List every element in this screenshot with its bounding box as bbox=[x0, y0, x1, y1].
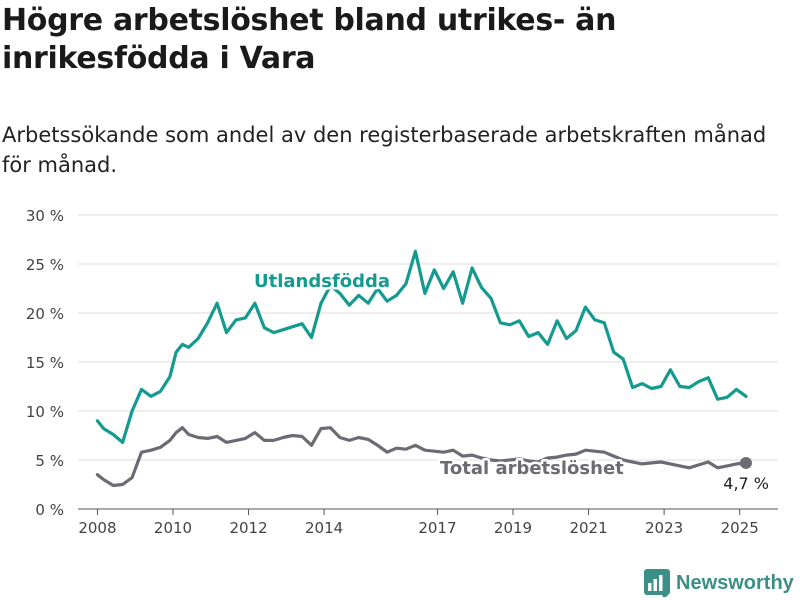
x-tick-label: 2012 bbox=[229, 519, 267, 537]
x-tick-label: 2025 bbox=[721, 519, 759, 537]
x-axis: 2008 2010 2012 2014 2017 2019 2021 2023 2025 bbox=[78, 509, 759, 537]
y-tick-label: 0 % bbox=[35, 501, 64, 519]
brand-name: Newsworthy bbox=[676, 571, 794, 594]
chart-title: Högre arbetslöshet bland utrikes- än inr… bbox=[2, 3, 617, 76]
y-tick-label: 10 % bbox=[26, 403, 64, 421]
y-tick-label: 5 % bbox=[35, 452, 64, 470]
brand-logo: Newsworthy bbox=[644, 568, 794, 598]
series-labels: Utlandsfödda Total arbetslöshet 4,7 % bbox=[252, 269, 772, 496]
x-tick-label: 2017 bbox=[418, 519, 456, 537]
y-axis: 0 % 5 % 10 % 15 % 20 % 25 % 30 % bbox=[26, 207, 64, 519]
x-tick-label: 2014 bbox=[305, 519, 343, 537]
y-tick-label: 25 % bbox=[26, 256, 64, 274]
series-layer bbox=[95, 249, 748, 488]
y-tick-label: 20 % bbox=[26, 305, 64, 323]
end-value-label: 4,7 % bbox=[723, 474, 769, 493]
series-line-total bbox=[95, 426, 748, 488]
newsworthy-logo-icon bbox=[644, 569, 670, 597]
y-tick-label: 30 % bbox=[26, 207, 64, 225]
x-tick-label: 2019 bbox=[494, 519, 532, 537]
chart-subtitle: Arbetssökande som andel av den registerb… bbox=[2, 123, 767, 177]
x-tick-label: 2021 bbox=[569, 519, 607, 537]
x-tick-label: 2023 bbox=[645, 519, 683, 537]
x-tick-label: 2008 bbox=[78, 519, 116, 537]
x-tick-label: 2010 bbox=[154, 519, 192, 537]
end-point-marker bbox=[739, 456, 752, 469]
y-tick-label: 15 % bbox=[26, 354, 64, 372]
series-label-total: Total arbetslöshet bbox=[440, 458, 624, 479]
series-label-foreign-born: Utlandsfödda bbox=[254, 271, 390, 292]
series-line-foreign-born bbox=[95, 249, 748, 444]
grid bbox=[78, 214, 778, 510]
